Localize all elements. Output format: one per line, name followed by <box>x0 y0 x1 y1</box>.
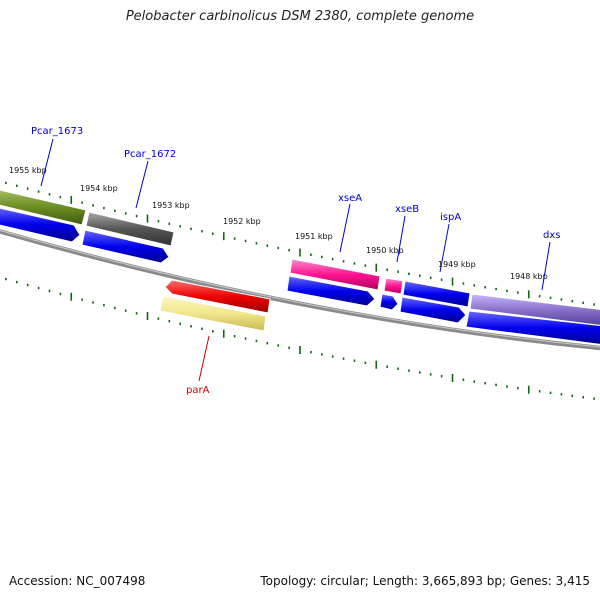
ruler-label-1951: 1951 kbp <box>295 232 333 241</box>
gene-pcar1673-block[interactable] <box>0 189 87 226</box>
gene-ispa-block[interactable] <box>402 280 471 308</box>
gene-label-ispa[interactable]: ispA <box>440 212 461 223</box>
cds-arrow-4[interactable] <box>379 293 399 311</box>
ruler-label-1955: 1955 kbp <box>9 166 47 175</box>
connector-para <box>198 335 210 382</box>
genome-summary-text: Topology: circular; Length: 3,665,893 bp… <box>260 574 590 588</box>
cds-arrow-6[interactable] <box>465 310 600 345</box>
gene-label-para[interactable]: parA <box>186 385 210 396</box>
gene-label-dxs[interactable]: dxs <box>543 230 560 241</box>
ruler-label-1949: 1949 kbp <box>438 260 476 269</box>
gene-dxs-block[interactable] <box>469 293 600 326</box>
gene-label-xsea[interactable]: xseA <box>338 193 362 204</box>
gene-xseb-block[interactable] <box>383 277 404 295</box>
gene-labels: Pcar_1673 Pcar_1672 xseA xseB ispA dxs p… <box>31 126 560 396</box>
map-title: Pelobacter carbinolicus DSM 2380, comple… <box>125 9 475 24</box>
cds-arrow-5[interactable] <box>399 296 467 324</box>
connector-pcar1672 <box>135 160 149 209</box>
gene-para-feature[interactable] <box>159 295 267 332</box>
ruler-label-1953: 1953 kbp <box>152 201 190 210</box>
inner-ruler-ticks <box>5 277 595 400</box>
connector-dxs <box>541 241 551 291</box>
cds-arrow-2[interactable] <box>81 229 170 264</box>
gene-para-block[interactable] <box>164 279 271 314</box>
genome-backbone <box>0 229 600 351</box>
cds-arrow-1[interactable] <box>0 207 81 243</box>
gene-pcar1672-block[interactable] <box>85 211 175 247</box>
cds-arrow-3[interactable] <box>286 275 376 307</box>
outer-ruler-ticks <box>5 181 595 306</box>
ruler-labels: 1955 kbp 1954 kbp 1953 kbp 1952 kbp 1951… <box>9 166 548 281</box>
genome-backbone-highlight <box>0 229 600 348</box>
label-connectors <box>40 138 551 382</box>
connector-xsea <box>339 203 351 253</box>
gene-xsea-block[interactable] <box>289 258 381 291</box>
accession-text: Accession: NC_007498 <box>9 574 146 588</box>
ruler-label-1948: 1948 kbp <box>510 272 548 281</box>
connector-pcar1673 <box>40 138 54 187</box>
ruler-label-1952: 1952 kbp <box>223 217 261 226</box>
connector-xseb <box>396 215 406 263</box>
connector-ispa <box>439 223 450 273</box>
ruler-label-1954: 1954 kbp <box>80 184 118 193</box>
ruler-label-1950: 1950 kbp <box>366 246 404 255</box>
gene-label-xseb[interactable]: xseB <box>395 204 419 215</box>
gene-label-pcar1673[interactable]: Pcar_1673 <box>31 126 83 137</box>
gene-label-pcar1672[interactable]: Pcar_1672 <box>124 149 176 160</box>
